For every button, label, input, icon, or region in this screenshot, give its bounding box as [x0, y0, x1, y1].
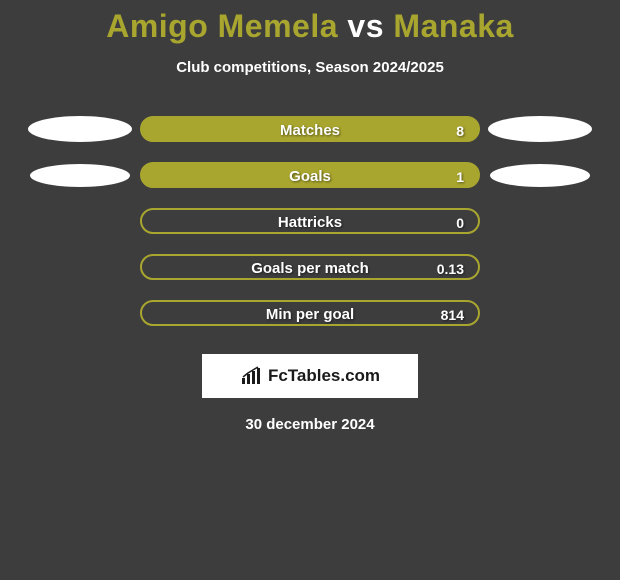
- comparison-card: Amigo Memela vs Manaka Club competitions…: [0, 0, 620, 433]
- logo-text: FcTables.com: [268, 366, 380, 386]
- stat-row: Goals1: [0, 152, 620, 198]
- stat-row: Min per goal814: [0, 290, 620, 336]
- stat-row: Goals per match0.13: [0, 244, 620, 290]
- stat-row: Hattricks0: [0, 198, 620, 244]
- stat-label: Goals: [142, 164, 478, 188]
- stat-label: Hattricks: [142, 210, 478, 234]
- stat-bar: Matches8: [140, 116, 480, 142]
- stat-row: Matches8: [0, 106, 620, 152]
- date-text: 30 december 2024: [0, 416, 620, 433]
- stat-bar: Min per goal814: [140, 300, 480, 326]
- player2-marker: [490, 164, 590, 187]
- stat-value: 814: [441, 302, 464, 326]
- player1-marker: [30, 164, 130, 187]
- stat-bar: Hattricks0: [140, 208, 480, 234]
- subtitle: Club competitions, Season 2024/2025: [0, 59, 620, 76]
- player2-marker: [488, 116, 592, 142]
- player2-name: Manaka: [393, 8, 513, 44]
- stat-value: 8: [456, 118, 464, 142]
- left-marker-slot: [20, 164, 140, 187]
- right-marker-slot: [480, 116, 600, 142]
- stat-value: 1: [456, 164, 464, 188]
- stat-bar: Goals1: [140, 162, 480, 188]
- stat-label: Matches: [142, 118, 478, 142]
- stats-area: Matches8Goals1Hattricks0Goals per match0…: [0, 106, 620, 336]
- page-title: Amigo Memela vs Manaka: [0, 8, 620, 45]
- stat-value: 0.13: [437, 256, 464, 280]
- source-logo: FcTables.com: [202, 354, 418, 398]
- stat-bar: Goals per match0.13: [140, 254, 480, 280]
- right-marker-slot: [480, 164, 600, 187]
- player1-name: Amigo Memela: [106, 8, 338, 44]
- player1-marker: [28, 116, 132, 142]
- chart-icon: [240, 366, 262, 386]
- stat-label: Goals per match: [142, 256, 478, 280]
- title-separator: vs: [347, 8, 384, 44]
- stat-value: 0: [456, 210, 464, 234]
- left-marker-slot: [20, 116, 140, 142]
- stat-label: Min per goal: [142, 302, 478, 326]
